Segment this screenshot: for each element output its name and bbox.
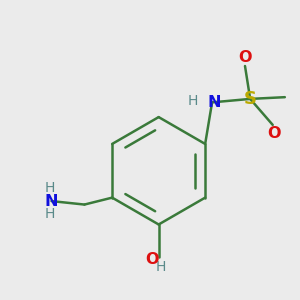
Text: O: O: [146, 252, 159, 267]
Text: S: S: [244, 90, 257, 108]
Text: H: H: [155, 260, 166, 274]
Text: O: O: [238, 50, 252, 65]
Text: N: N: [45, 194, 58, 208]
Text: H: H: [45, 207, 55, 221]
Text: O: O: [268, 126, 281, 141]
Text: H: H: [45, 181, 55, 195]
Text: H: H: [188, 94, 198, 108]
Text: N: N: [207, 95, 220, 110]
